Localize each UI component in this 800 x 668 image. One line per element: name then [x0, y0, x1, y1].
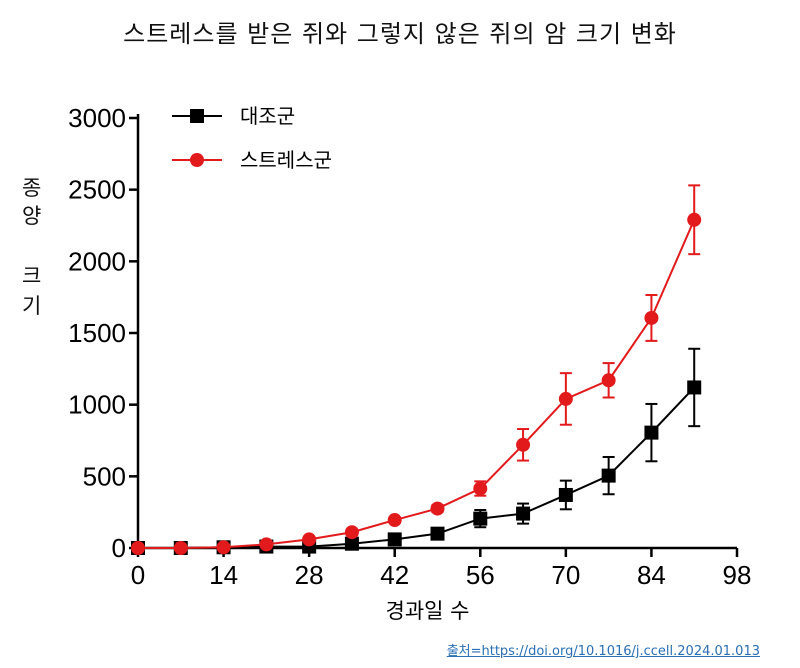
data-point	[473, 511, 488, 526]
data-point	[473, 481, 488, 496]
data-point	[601, 468, 616, 483]
y-tick-label: 2500	[68, 175, 126, 205]
x-axis-label: 경과일 수	[386, 599, 470, 623]
x-tick-label: 14	[209, 560, 238, 590]
y-axis-label-char: 기	[22, 294, 42, 318]
legend-label: 스트레스군	[240, 148, 332, 172]
data-point	[558, 391, 573, 406]
y-axis-label-char: 크	[22, 264, 42, 288]
y-tick-label: 2000	[68, 246, 126, 276]
data-point	[344, 525, 359, 540]
data-point	[216, 540, 231, 555]
legend-marker	[190, 109, 204, 123]
x-tick-label: 42	[380, 560, 409, 590]
series-line	[138, 219, 696, 549]
y-tick-label: 1000	[68, 390, 126, 420]
x-tick-label: 70	[551, 560, 580, 590]
data-point	[387, 532, 402, 547]
series-line	[138, 386, 695, 549]
x-tick-label: 56	[466, 560, 495, 590]
data-point	[344, 536, 359, 551]
chart-title: 스트레스를 받은 쥐와 그렇지 않은 쥐의 암 크기 변화	[123, 20, 677, 48]
data-point	[259, 537, 274, 552]
data-point	[601, 373, 616, 388]
legend-marker	[190, 153, 204, 167]
data-point	[516, 437, 531, 452]
data-point	[558, 487, 573, 502]
data-point	[387, 513, 402, 528]
x-tick-label: 28	[295, 560, 324, 590]
y-tick-label: 0	[112, 533, 126, 563]
y-axis-label-char: 종	[22, 176, 42, 200]
data-point	[430, 526, 445, 541]
x-tick-label: 0	[131, 560, 145, 590]
data-point	[173, 541, 188, 555]
data-point	[687, 380, 702, 395]
data-point	[687, 212, 702, 227]
data-point	[430, 501, 445, 516]
y-tick-label: 3000	[68, 103, 126, 133]
x-tick-label: 98	[723, 560, 752, 590]
legend-label: 대조군	[240, 104, 295, 128]
data-point	[644, 425, 659, 440]
data-point	[131, 541, 145, 555]
source-link[interactable]: 출처=https://doi.org/10.1016/j.ccell.2024.…	[446, 644, 760, 659]
y-tick-label: 500	[83, 461, 126, 491]
y-tick-label: 1500	[68, 318, 126, 348]
data-point	[644, 310, 659, 325]
x-tick-label: 84	[637, 560, 666, 590]
data-point	[516, 506, 531, 521]
y-axis-label-char: 양	[22, 204, 42, 228]
data-point	[302, 532, 317, 547]
